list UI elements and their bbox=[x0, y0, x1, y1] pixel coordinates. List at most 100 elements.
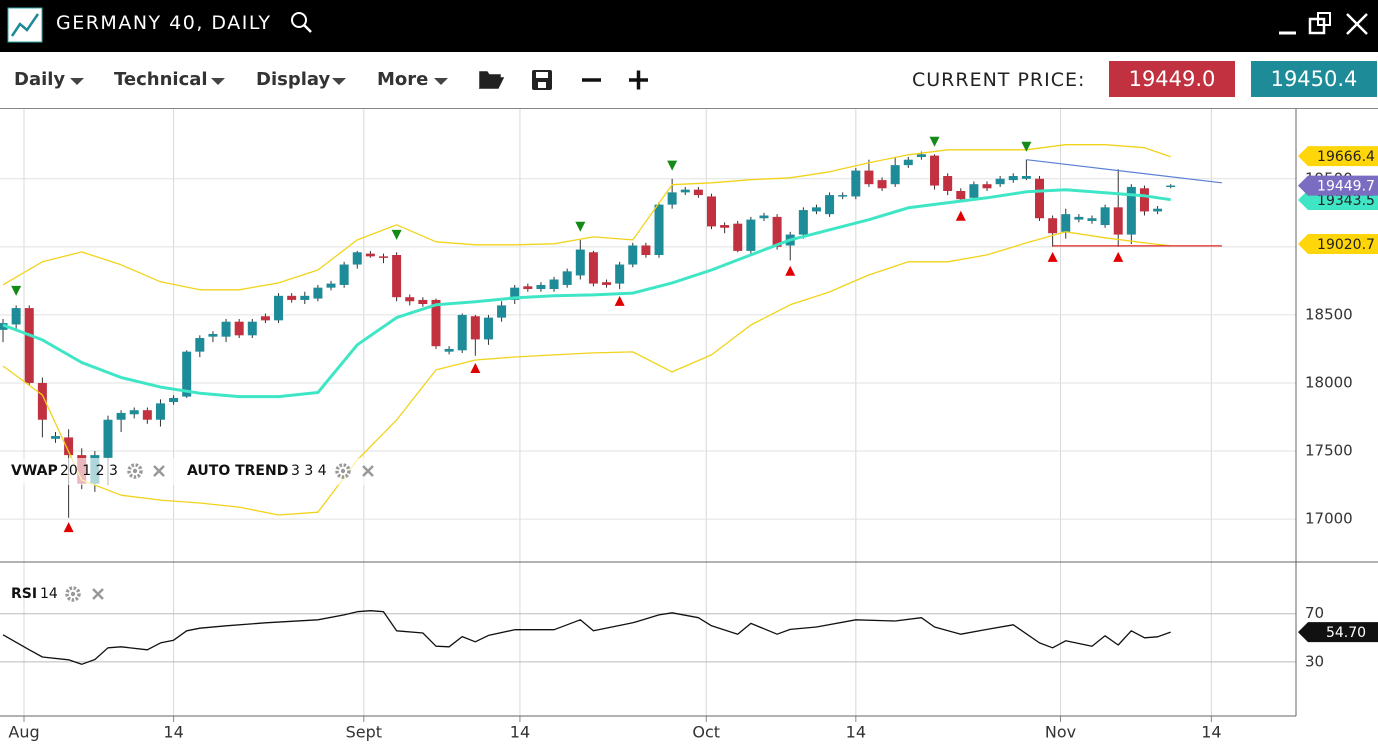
price-badge bbox=[1298, 175, 1378, 196]
title-bar: GERMANY 40, DAILY bbox=[0, 0, 1378, 52]
menu-more[interactable]: More bbox=[377, 69, 429, 90]
restore-button-back bbox=[1317, 12, 1331, 26]
chart: Aug 14 Sept 14 Oct 14 Nov 14 17000 17500 18000 1850… bbox=[0, 109, 1378, 742]
candle-body bbox=[274, 295, 284, 321]
candle-body bbox=[339, 264, 349, 285]
candle-body bbox=[772, 216, 782, 247]
candle-body bbox=[444, 348, 454, 352]
candle-body bbox=[1021, 176, 1031, 179]
candle-body bbox=[129, 410, 139, 415]
settings-icon bbox=[127, 463, 143, 479]
fractal-marker bbox=[470, 362, 481, 373]
y-tick-label: 17000 bbox=[1305, 510, 1353, 528]
indicator-line bbox=[2, 188, 1171, 399]
window-title: GERMANY 40, DAILY bbox=[56, 12, 272, 34]
candle-body bbox=[470, 316, 480, 340]
candle-body bbox=[995, 178, 1005, 185]
candle-body bbox=[930, 155, 940, 186]
candle-body bbox=[1035, 178, 1045, 219]
candle-body bbox=[234, 321, 244, 336]
candle-body bbox=[903, 159, 913, 166]
candle-body bbox=[916, 154, 926, 157]
x-tick-label: 14 bbox=[846, 723, 866, 742]
indicator-params: 14 bbox=[40, 586, 58, 602]
trend-line bbox=[1026, 159, 1222, 184]
candle-body bbox=[720, 225, 730, 228]
toolbar: Daily Technical Display More CURRENT PRI… bbox=[0, 52, 1378, 109]
candle-body bbox=[1061, 214, 1071, 232]
candle-body bbox=[1113, 207, 1123, 235]
candle-body bbox=[1166, 185, 1176, 188]
x-tick-label: 14 bbox=[510, 723, 530, 742]
menu-daily[interactable]: Daily bbox=[14, 69, 66, 90]
menu-caret bbox=[70, 78, 84, 85]
candle-body bbox=[864, 170, 874, 185]
remove-icon-stroke bbox=[92, 588, 104, 600]
indicator-params: 3 3 4 bbox=[291, 463, 327, 479]
logo-line bbox=[10, 13, 40, 37]
x-tick-label: 14 bbox=[163, 723, 183, 742]
candle-body bbox=[615, 264, 625, 284]
candle-body bbox=[378, 256, 388, 258]
candle-body bbox=[155, 403, 165, 420]
y-tick-label: 18000 bbox=[1305, 373, 1353, 391]
remove-icon-stroke bbox=[153, 465, 165, 477]
candle-body bbox=[969, 184, 979, 198]
ask-price[interactable]: 19450.4 bbox=[1251, 61, 1377, 97]
settings-icon bbox=[335, 463, 351, 479]
candle-body bbox=[431, 299, 441, 347]
candle-body bbox=[1139, 188, 1149, 212]
candle-body bbox=[326, 283, 336, 288]
candle-body bbox=[510, 287, 520, 300]
fractal-marker bbox=[575, 221, 586, 232]
candle-body bbox=[956, 191, 966, 200]
candle-body bbox=[392, 254, 402, 298]
price-badge bbox=[1298, 234, 1378, 255]
x-tick-label: Oct bbox=[692, 723, 720, 742]
candle-body bbox=[851, 170, 861, 197]
fractal-marker bbox=[11, 285, 22, 296]
current-price-label: CURRENT PRICE: bbox=[912, 69, 1086, 91]
candle-body bbox=[50, 436, 60, 439]
fractal-marker bbox=[391, 229, 402, 240]
toolbar-icons bbox=[478, 70, 648, 90]
candle-body bbox=[654, 204, 664, 255]
candle-body bbox=[169, 397, 179, 403]
candle-body bbox=[588, 252, 598, 284]
candle-body bbox=[208, 333, 218, 337]
candle-body bbox=[680, 189, 690, 193]
fractal-marker bbox=[955, 210, 966, 221]
price-badge-label: 54.70 bbox=[1326, 625, 1366, 641]
menu-technical[interactable]: Technical bbox=[114, 69, 208, 90]
candle-body bbox=[982, 184, 992, 189]
candle-body bbox=[365, 253, 375, 257]
title-bar-icons bbox=[7, 7, 1368, 43]
candle-body bbox=[549, 279, 559, 290]
menu-display[interactable]: Display bbox=[256, 69, 331, 90]
y-tick-label: 17500 bbox=[1305, 442, 1353, 460]
fractal-marker bbox=[785, 265, 796, 276]
fractal-marker bbox=[63, 522, 74, 533]
candle-body bbox=[497, 305, 507, 318]
legend-backdrop bbox=[5, 458, 385, 485]
candle-body bbox=[287, 295, 297, 300]
search-icon-handle bbox=[303, 24, 312, 33]
price-badge bbox=[1298, 622, 1378, 643]
search-icon[interactable] bbox=[291, 12, 307, 28]
fractal-marker bbox=[1113, 251, 1124, 262]
bid-price[interactable]: 19449.0 bbox=[1109, 61, 1235, 97]
price-badge-label: 19666.4 bbox=[1317, 149, 1375, 165]
candle-body bbox=[759, 215, 769, 219]
settings-icon-hub bbox=[132, 468, 138, 474]
candle-body bbox=[182, 351, 192, 397]
open-icon[interactable] bbox=[478, 71, 505, 89]
candle-body bbox=[11, 308, 21, 325]
indicator-label: RSI bbox=[11, 586, 37, 602]
fractal-marker bbox=[929, 136, 940, 147]
price-badge bbox=[1298, 146, 1378, 167]
candle-body bbox=[641, 245, 651, 255]
candle-body bbox=[405, 297, 415, 302]
candle-body bbox=[667, 192, 677, 205]
candle-body bbox=[1126, 186, 1136, 235]
fractal-marker bbox=[614, 295, 625, 306]
